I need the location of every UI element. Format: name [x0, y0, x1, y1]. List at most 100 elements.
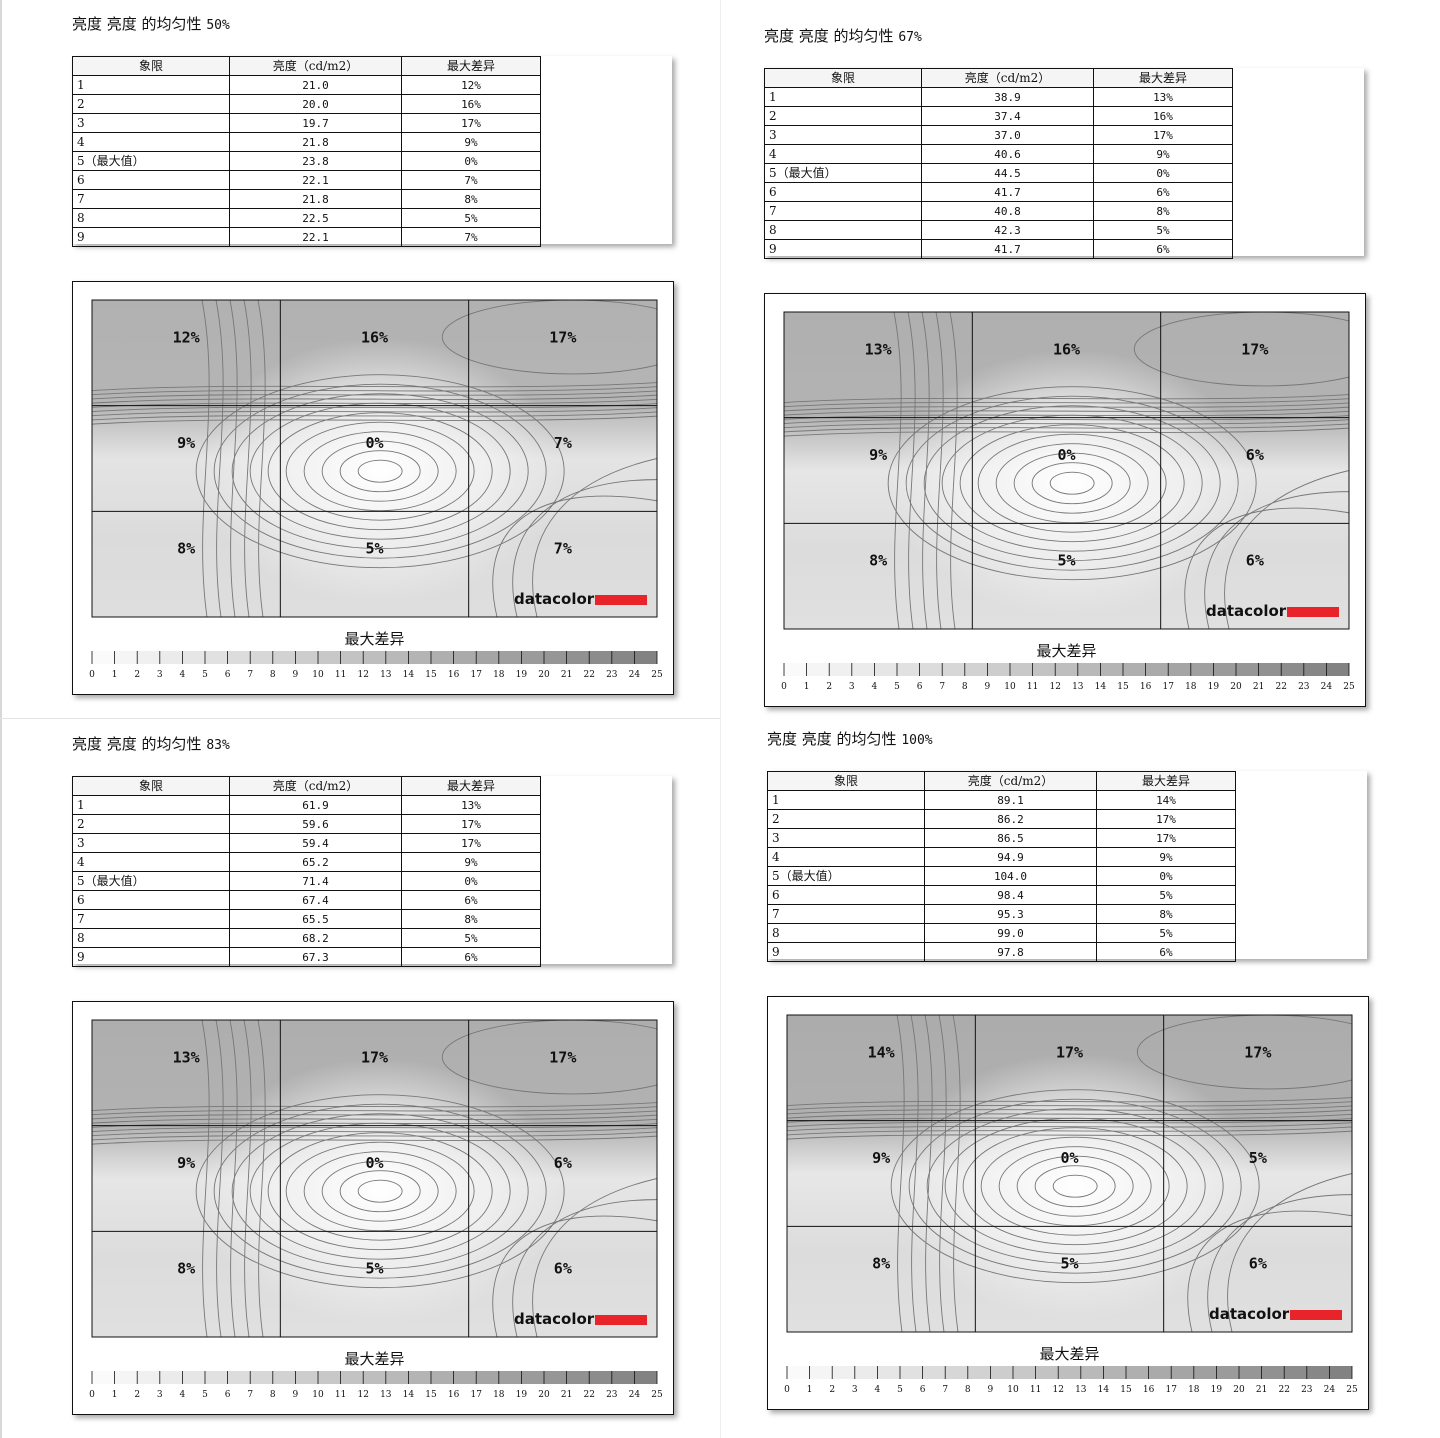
luminance-cell: 22.1	[229, 227, 402, 247]
contour-right	[1227, 1173, 1352, 1332]
table-row: 8 99.0 5%	[767, 923, 1236, 943]
contour-ellipse	[357, 459, 403, 483]
table-row: 8 22.5 5%	[72, 208, 541, 228]
scale-tick-label: 21	[1253, 682, 1264, 692]
quadrant-cell: 9	[72, 227, 230, 247]
contour-ellipse	[908, 1098, 1242, 1274]
contour-vertical	[952, 1015, 961, 1332]
contour-band	[92, 1118, 657, 1128]
quadrant-diff-label: 14%	[868, 1043, 895, 1061]
luminance-cell: 104.0	[924, 866, 1097, 886]
contour-band	[784, 410, 1349, 420]
contour-vertical	[938, 1015, 947, 1332]
scale-segment	[137, 1371, 160, 1384]
contour-ellipse	[1031, 462, 1113, 505]
datacolor-logo: datacolor	[1206, 602, 1287, 620]
quadrant-cell: 8	[764, 220, 922, 240]
contour-corner	[1136, 1015, 1352, 1090]
scale-tick-label: 25	[651, 1390, 663, 1400]
luminance-cell: 19.7	[229, 113, 402, 133]
max-diff-cell: 7%	[401, 227, 541, 247]
scale-tick-label: 12	[1052, 1385, 1063, 1395]
quadrant-diff-label: 9%	[177, 434, 195, 452]
scale-tick-label: 24	[1324, 1385, 1336, 1395]
table-header: 象限	[72, 56, 230, 76]
scale-segment	[1077, 663, 1101, 676]
contour-band	[787, 1126, 1352, 1136]
luminance-cell: 23.8	[229, 151, 402, 171]
contour-ellipse	[339, 450, 421, 493]
quadrant-diff-label: 17%	[549, 328, 576, 346]
scale-segment	[1306, 1366, 1330, 1379]
contour-band	[787, 1097, 1352, 1106]
table-header: 象限	[72, 776, 230, 796]
luminance-cell: 94.9	[924, 847, 1097, 867]
max-diff-cell: 6%	[1096, 942, 1236, 962]
scale-segment	[250, 651, 273, 664]
scale-tick-label: 4	[180, 1390, 186, 1400]
contour-band	[787, 1130, 1352, 1140]
max-diff-cell: 17%	[401, 113, 541, 133]
quadrant-cell: 6	[72, 890, 230, 910]
table-header: 象限	[764, 68, 922, 88]
scale-tick-label: 13	[1075, 1385, 1087, 1395]
scale-tick-label: 7	[247, 670, 253, 680]
scale-tick-label: 14	[1095, 682, 1107, 692]
scale-tick-label: 18	[1188, 1385, 1200, 1395]
quadrant-diff-label: 17%	[361, 1048, 388, 1066]
scale-segment	[1216, 1366, 1239, 1379]
contour-band	[784, 406, 1349, 416]
max-diff-cell: 9%	[401, 852, 541, 872]
scale-segment	[340, 1371, 364, 1384]
scale-tick-label: 3	[849, 682, 855, 692]
max-diff-cell: 6%	[1093, 182, 1233, 202]
quadrant-diff-label: 7%	[554, 434, 572, 452]
scale-segment	[832, 1366, 855, 1379]
scale-tick-label: 16	[448, 670, 460, 680]
contour-right	[1187, 1210, 1352, 1332]
scale-segment	[544, 651, 567, 664]
scale-tick-label: 6	[225, 670, 231, 680]
contour-ellipse	[231, 1113, 529, 1270]
max-diff-cell: 5%	[401, 928, 541, 948]
scale-tick-label: 0	[89, 1390, 95, 1400]
quadrant-cell: 6	[767, 885, 925, 905]
scale-tick-label: 25	[1343, 682, 1355, 692]
contour-ellipse	[905, 395, 1239, 571]
scale-segment	[611, 1371, 635, 1384]
scale-tick-label: 12	[357, 1390, 368, 1400]
table-row: 6 41.7 6%	[764, 182, 1233, 202]
contour-band	[784, 415, 1349, 424]
scale-segment	[250, 1371, 273, 1384]
scale-segment	[1035, 1366, 1059, 1379]
table-row: 9 22.1 7%	[72, 227, 541, 247]
scale-tick-label: 19	[1208, 682, 1220, 692]
scale-tick-label: 11	[335, 670, 346, 680]
scale-tick-label: 18	[1185, 682, 1197, 692]
max-diff-cell: 6%	[401, 890, 541, 910]
panel-title: 亮度 亮度 的均匀性 83%	[72, 733, 230, 754]
scale-tick-label: 4	[180, 670, 186, 680]
quadrant-cell: 7	[764, 201, 922, 221]
contour-band	[92, 1131, 657, 1141]
table-row: 9 67.3 6%	[72, 947, 541, 967]
scale-segment	[589, 1371, 612, 1384]
scale-segment	[1213, 663, 1236, 676]
luminance-cell: 37.4	[921, 106, 1094, 126]
scale-tick-label: 5	[894, 682, 900, 692]
max-diff-cell: 0%	[1093, 163, 1233, 183]
scale-segment	[1123, 663, 1146, 676]
scale-tick-label: 25	[651, 670, 663, 680]
table-row: 8 42.3 5%	[764, 220, 1233, 240]
quadrant-cell: 9	[72, 947, 230, 967]
contour-vertical	[896, 1015, 905, 1332]
contour-ellipse	[980, 1136, 1170, 1236]
quadrant-diff-label: 6%	[1246, 446, 1264, 464]
table-header: 象限	[767, 771, 925, 791]
scale-tick-label: 13	[380, 670, 392, 680]
contour-band	[92, 415, 657, 425]
horizontal-divider	[0, 718, 720, 719]
scale-segment	[1171, 1366, 1194, 1379]
scale-tick-label: 19	[516, 1390, 528, 1400]
contour-band	[787, 1118, 1352, 1127]
